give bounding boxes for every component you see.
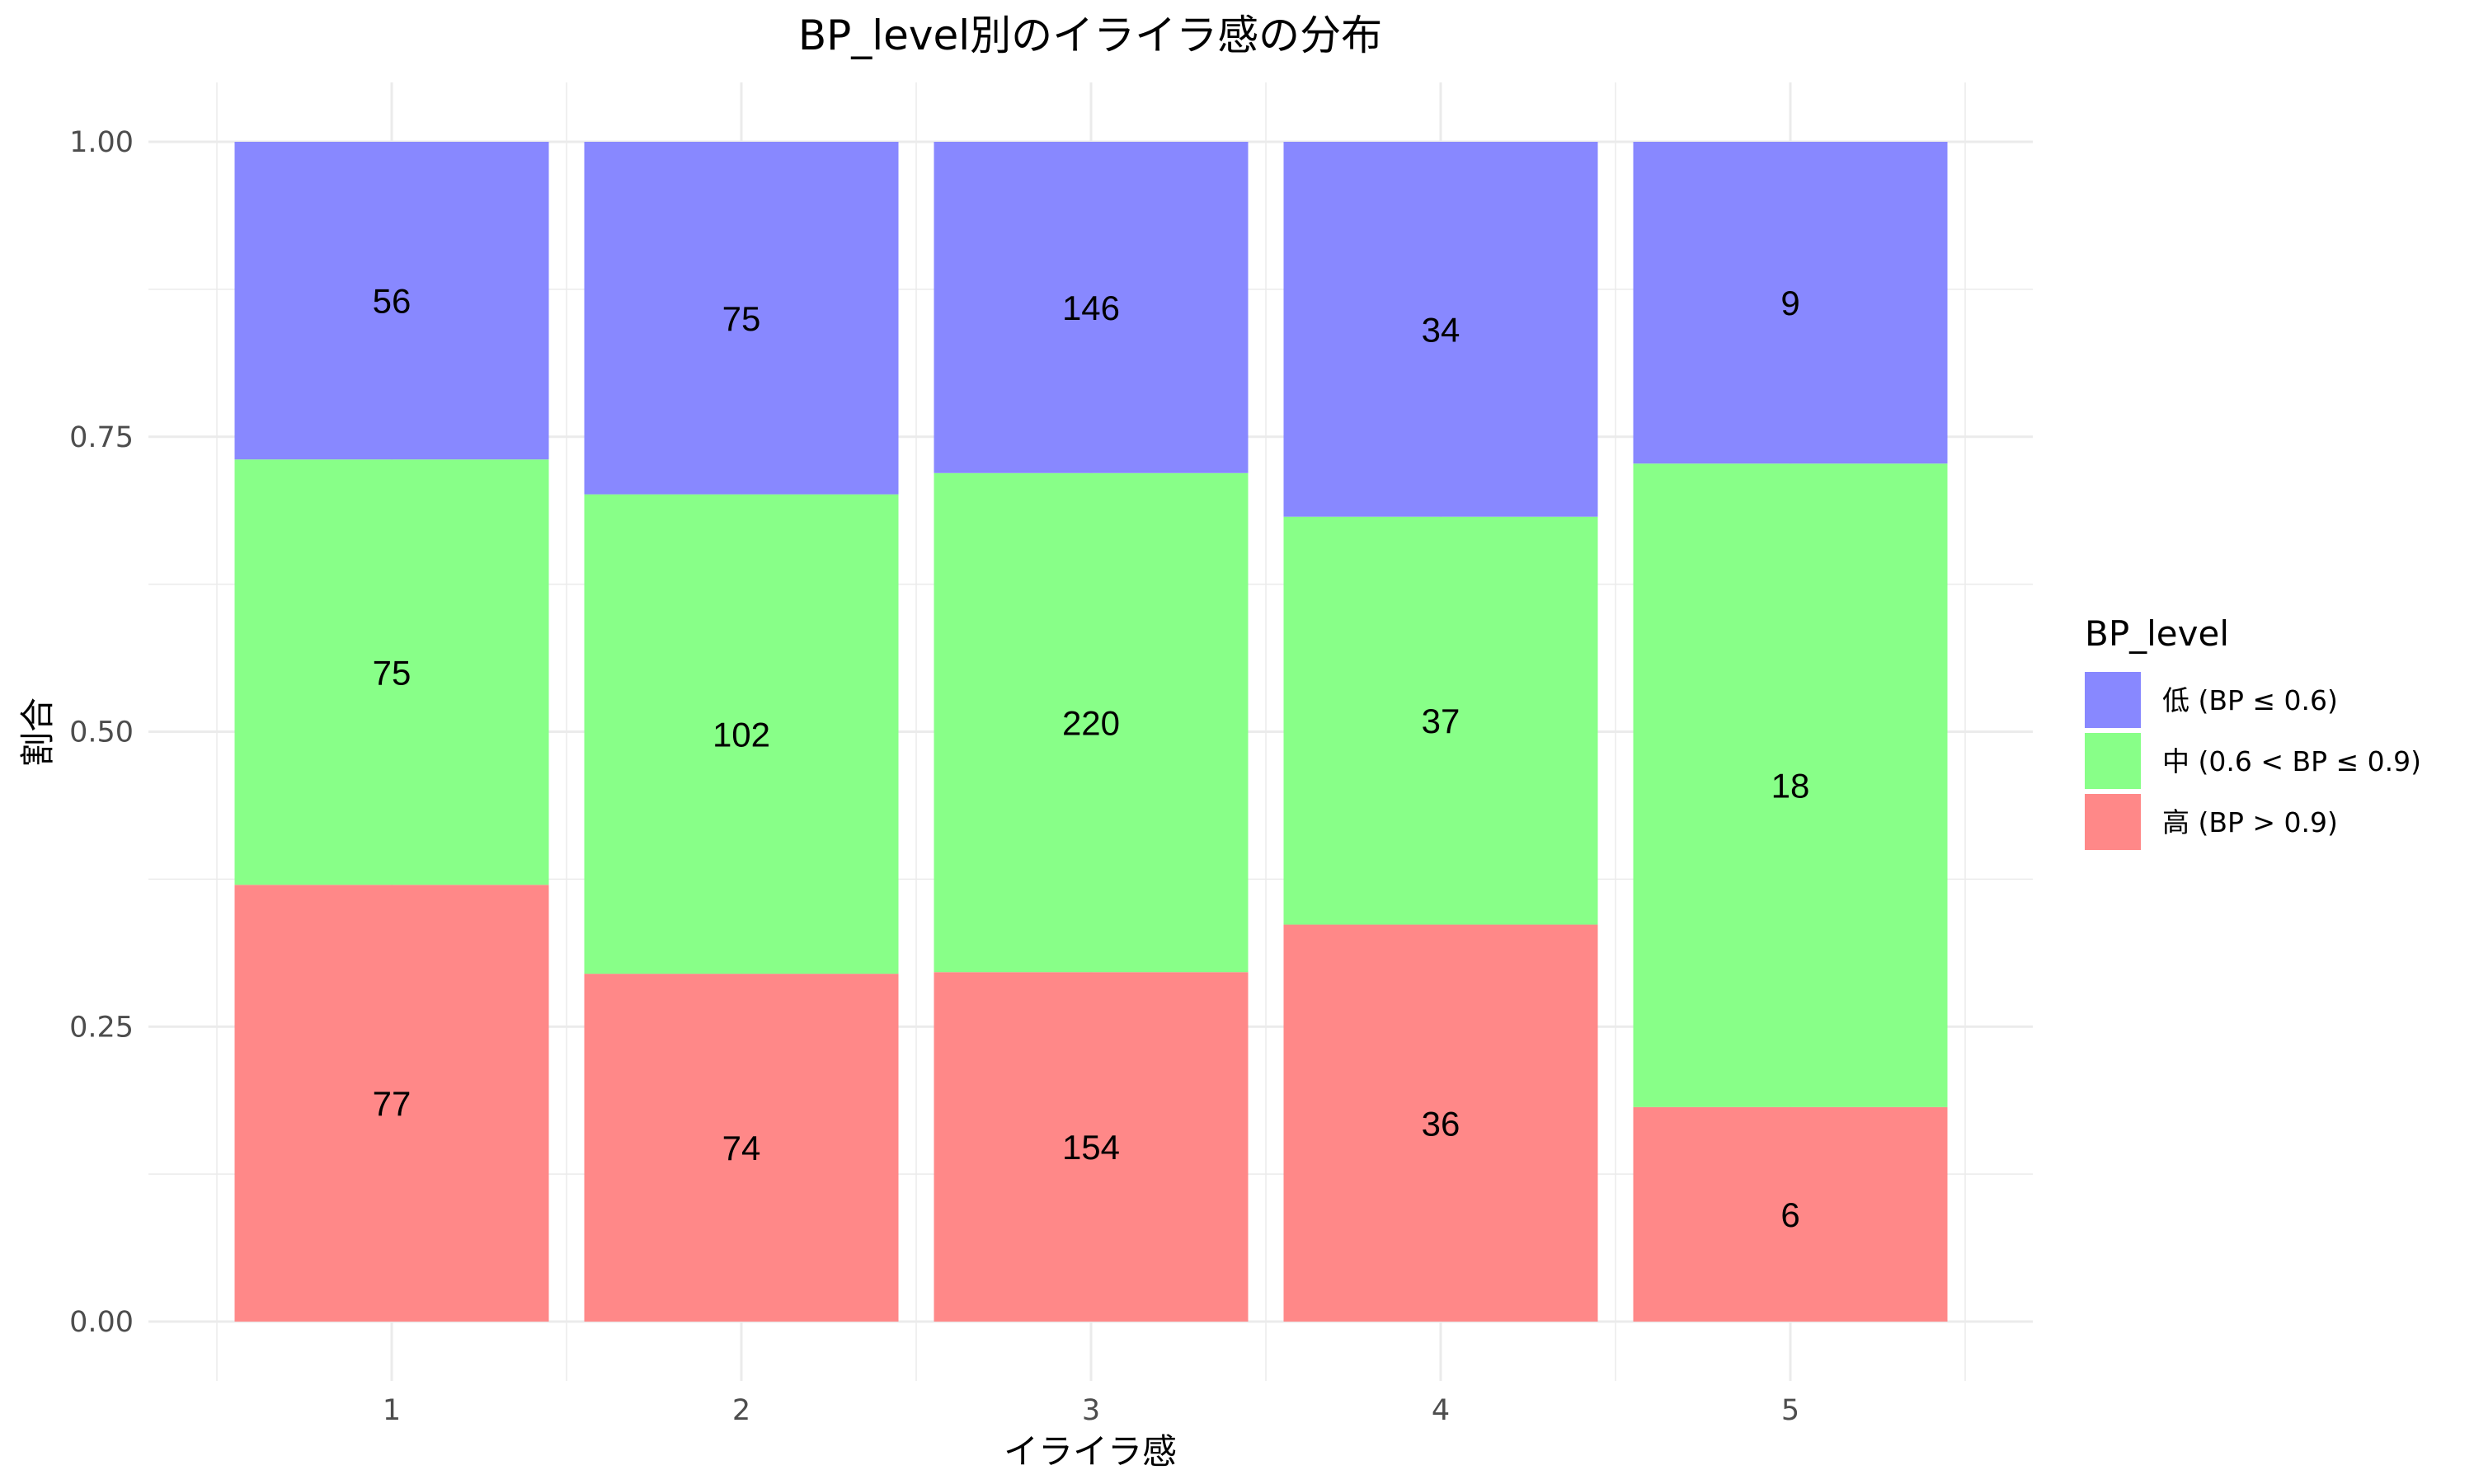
y-axis-ticks: 0.00 0.25 0.50 0.75 1.00	[69, 126, 134, 1339]
bar-segment	[934, 142, 1249, 473]
bar-value-label: 75	[373, 653, 412, 692]
bar-value-label: 75	[722, 299, 761, 338]
legend: BP_level 低 (BP ≤ 0.6) 中 (0.6 < BP ≤ 0.9) 高…	[2085, 613, 2421, 850]
bar-segment	[934, 972, 1249, 1322]
x-axis-ticks: 1 2 3 4 5	[383, 1394, 1799, 1427]
bar-segment	[234, 885, 549, 1322]
bar-segment	[584, 494, 899, 974]
y-tick-label: 1.00	[69, 126, 134, 159]
bar-segment	[1283, 516, 1598, 925]
x-axis-title: イライラ感	[1004, 1431, 1177, 1472]
bar-value-label: 6	[1780, 1195, 1799, 1234]
bar-segment	[584, 142, 899, 495]
bar-value-label: 9	[1780, 284, 1799, 322]
x-tick-label: 1	[383, 1394, 401, 1427]
plot-bars	[234, 142, 1948, 1322]
x-tick-label: 5	[1781, 1394, 1799, 1427]
bar-segment	[584, 974, 899, 1322]
legend-label: 高 (BP > 0.9)	[2162, 806, 2338, 838]
legend-key	[2085, 672, 2141, 728]
bar-segment	[934, 472, 1249, 973]
bar-value-label: 74	[722, 1129, 761, 1167]
plot-bar-labels: 77 75 56 74 102 75 154 220 146 36 37 34 6 18 9	[373, 282, 1810, 1234]
bar-value-label: 154	[1062, 1128, 1120, 1167]
bar-value-label: 220	[1062, 703, 1120, 742]
bar-segment	[1633, 142, 1948, 464]
bar-value-label: 56	[373, 282, 412, 321]
legend-label: 低 (BP ≤ 0.6)	[2162, 684, 2338, 716]
bar-value-label: 18	[1771, 767, 1810, 805]
legend-title: BP_level	[2085, 613, 2229, 654]
bar-value-label: 36	[1422, 1104, 1460, 1143]
bar-segment	[234, 459, 549, 885]
y-tick-label: 0.50	[69, 716, 134, 749]
bar-value-label: 34	[1422, 310, 1460, 349]
chart-title: BP_level別のイライラ感の分布	[798, 12, 1382, 59]
y-tick-label: 0.25	[69, 1011, 134, 1044]
legend-key	[2085, 733, 2141, 789]
x-tick-label: 3	[1082, 1394, 1100, 1427]
x-tick-label: 4	[1432, 1394, 1450, 1427]
bar-segment	[234, 142, 549, 460]
legend-key	[2085, 794, 2141, 850]
bar-value-label: 102	[713, 715, 770, 754]
y-axis-title: 割合	[17, 697, 58, 767]
bar-value-label: 77	[373, 1084, 412, 1123]
bar-value-label: 146	[1062, 289, 1120, 327]
y-tick-label: 0.00	[69, 1306, 134, 1339]
y-tick-label: 0.75	[69, 421, 134, 454]
bar-segment	[1283, 924, 1598, 1322]
legend-label: 中 (0.6 < BP ≤ 0.9)	[2162, 745, 2421, 777]
bar-segment	[1283, 142, 1598, 517]
bar-segment	[1633, 1106, 1948, 1322]
bar-value-label: 37	[1422, 702, 1460, 740]
x-tick-label: 2	[732, 1394, 750, 1427]
bar-segment	[1633, 463, 1948, 1107]
